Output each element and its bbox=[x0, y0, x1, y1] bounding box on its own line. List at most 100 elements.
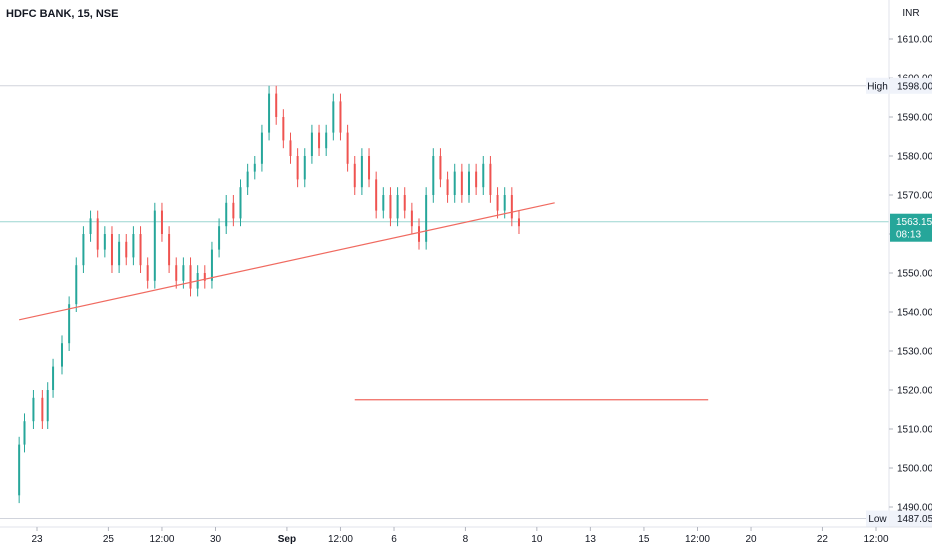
candle-body bbox=[232, 202, 235, 219]
candle-body bbox=[175, 265, 178, 281]
candle-body bbox=[503, 195, 506, 211]
candle-body bbox=[517, 218, 520, 227]
candle-body bbox=[446, 179, 449, 195]
x-tick-label: 10 bbox=[531, 534, 543, 545]
candle-body bbox=[325, 132, 328, 149]
y-tick-label: 1570.00 bbox=[897, 191, 932, 202]
y-tick-label: 1500.00 bbox=[897, 464, 932, 475]
low-tag-label: Low bbox=[868, 514, 887, 525]
low-tag-bg bbox=[866, 510, 889, 527]
x-tick-label: 23 bbox=[31, 534, 43, 545]
trendline-rising bbox=[19, 202, 555, 321]
high-value: 1598.00 bbox=[897, 81, 932, 92]
candle-body bbox=[453, 171, 456, 195]
candle-body bbox=[389, 195, 392, 219]
candle-body bbox=[339, 101, 342, 133]
y-tick-label: 1610.00 bbox=[897, 35, 932, 46]
candle-body bbox=[368, 156, 371, 180]
high-value-bg bbox=[890, 77, 932, 94]
candle-body bbox=[382, 195, 385, 211]
candle-body bbox=[146, 265, 149, 281]
candle-body bbox=[160, 210, 163, 234]
candle-body bbox=[132, 234, 135, 258]
candle-body bbox=[360, 156, 363, 188]
low-value-bg bbox=[890, 510, 932, 527]
candle-body bbox=[32, 397, 35, 422]
low-value: 1487.05 bbox=[897, 514, 932, 525]
candle-body bbox=[153, 210, 156, 281]
candle-body bbox=[41, 397, 44, 422]
y-tick-label: 1590.00 bbox=[897, 113, 932, 124]
candle-body bbox=[253, 163, 256, 172]
candle-body bbox=[460, 171, 463, 195]
candle-body bbox=[396, 195, 399, 219]
price-axis: INR 1490.00 1500.00 1510.00 1520.00 1530.00 15… bbox=[866, 0, 932, 527]
x-tick-label: Sep bbox=[278, 534, 296, 545]
x-tick-label: 12:00 bbox=[685, 534, 710, 545]
symbol-title: HDFC BANK, 15, NSE bbox=[6, 8, 119, 20]
candle-body bbox=[139, 234, 142, 266]
candle-body bbox=[303, 156, 306, 180]
candle-body bbox=[467, 171, 470, 195]
x-tick-label: 8 bbox=[463, 534, 469, 545]
y-tick-label: 1520.00 bbox=[897, 386, 932, 397]
candle-body bbox=[332, 101, 335, 133]
candle-body bbox=[410, 210, 413, 227]
candle-body bbox=[439, 156, 442, 180]
y-tick-label: 1580.00 bbox=[897, 152, 932, 163]
candle-body bbox=[403, 195, 406, 211]
plot-layer bbox=[0, 85, 889, 520]
candle-body bbox=[432, 156, 435, 195]
x-tick-label: 22 bbox=[817, 534, 829, 545]
x-tick-label: 6 bbox=[391, 534, 397, 545]
candle-body bbox=[375, 179, 378, 211]
candle-body bbox=[110, 234, 113, 266]
candle-body bbox=[68, 304, 71, 344]
candle-body bbox=[89, 218, 92, 234]
candle-body bbox=[75, 265, 78, 305]
candle-body bbox=[210, 249, 213, 281]
candle-body bbox=[60, 343, 63, 367]
y-tick-label: 1490.00 bbox=[897, 503, 932, 514]
candle-body bbox=[52, 366, 55, 390]
y-tick-label: 1510.00 bbox=[897, 425, 932, 436]
bar-countdown: 08:13 bbox=[896, 230, 921, 241]
candle-body bbox=[296, 156, 299, 180]
x-tick-label: 13 bbox=[585, 534, 597, 545]
candle-body bbox=[168, 234, 171, 266]
candle-body bbox=[82, 234, 85, 266]
candle-body bbox=[482, 163, 485, 188]
candle-body bbox=[289, 140, 292, 156]
x-tick-label: 12:00 bbox=[149, 534, 174, 545]
candle-body bbox=[418, 226, 421, 242]
candle-body bbox=[275, 93, 278, 117]
x-tick-label: 25 bbox=[103, 534, 115, 545]
time-axis: 23 25 12:00 30 Sep 12:00 6 8 10 13 15 12:00 20 22 12:0… bbox=[0, 526, 932, 545]
candle-body bbox=[268, 93, 271, 133]
candle-body bbox=[18, 444, 21, 496]
x-tick-label: 12:00 bbox=[863, 534, 888, 545]
y-tick-label: 1540.00 bbox=[897, 308, 932, 319]
candle-body bbox=[282, 117, 285, 141]
last-price-value: 1563.15 bbox=[896, 217, 932, 228]
x-tick-label: 12:00 bbox=[328, 534, 353, 545]
y-tick-label: 1550.00 bbox=[897, 269, 932, 280]
y-tick-label: 1530.00 bbox=[897, 347, 932, 358]
candle-body bbox=[118, 241, 121, 266]
candle-body bbox=[425, 195, 428, 242]
candle-body bbox=[182, 265, 185, 281]
candle-body bbox=[225, 202, 228, 227]
high-tag-label: High bbox=[867, 81, 888, 92]
candle-body bbox=[96, 218, 99, 250]
candle-body bbox=[189, 265, 192, 289]
high-tag-bg bbox=[866, 77, 889, 94]
candle-body bbox=[239, 187, 242, 219]
candle-body bbox=[346, 132, 349, 164]
candle-body bbox=[310, 132, 313, 156]
x-tick-label: 20 bbox=[745, 534, 757, 545]
candle-body bbox=[260, 132, 263, 164]
candle-body bbox=[246, 171, 249, 188]
x-tick-label: 15 bbox=[638, 534, 650, 545]
